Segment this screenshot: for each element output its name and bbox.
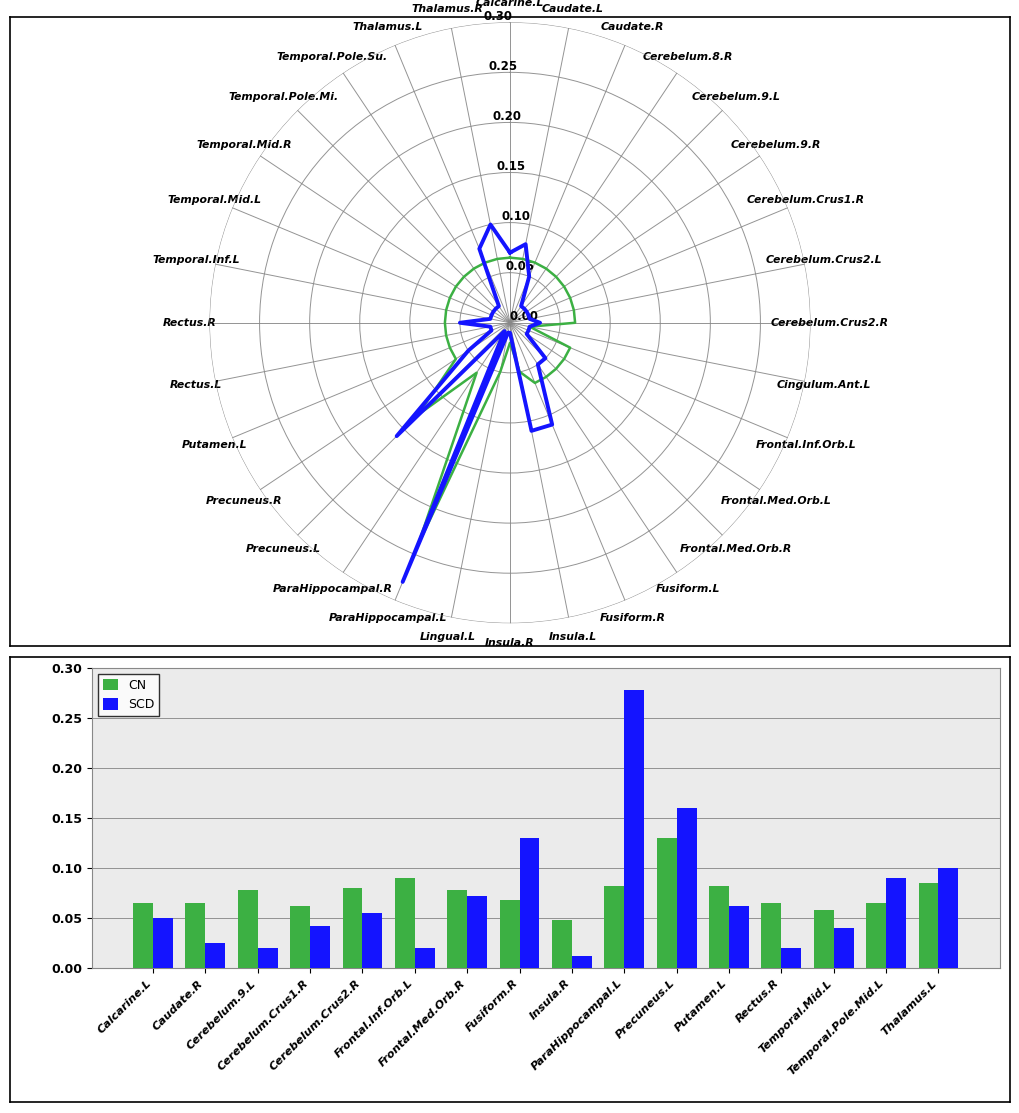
Bar (603, 886, 624, 968)
Bar (185, 904, 205, 968)
Bar (258, 948, 277, 968)
Bar (394, 878, 415, 968)
Bar (499, 900, 519, 968)
Bar (342, 888, 362, 968)
Bar (205, 943, 225, 968)
Bar (918, 884, 937, 968)
Bar (467, 896, 487, 968)
Bar (937, 868, 958, 968)
Bar (362, 913, 382, 968)
Bar (886, 878, 905, 968)
Bar (289, 906, 310, 968)
Bar (676, 808, 696, 968)
Bar (153, 918, 172, 968)
Bar (572, 956, 591, 968)
Bar (761, 904, 781, 968)
Bar (833, 928, 853, 968)
Legend: CN, SCD: CN, SCD (98, 674, 159, 717)
Bar (237, 890, 258, 968)
Bar (865, 904, 886, 968)
Bar (132, 904, 153, 968)
Bar (310, 926, 329, 968)
Bar (656, 838, 676, 968)
Bar (415, 948, 434, 968)
Bar (729, 906, 748, 968)
Bar (551, 920, 572, 968)
Bar (708, 886, 729, 968)
Bar (781, 948, 801, 968)
Bar (624, 690, 644, 968)
Bar (519, 838, 539, 968)
Bar (813, 910, 833, 968)
Bar (446, 890, 467, 968)
